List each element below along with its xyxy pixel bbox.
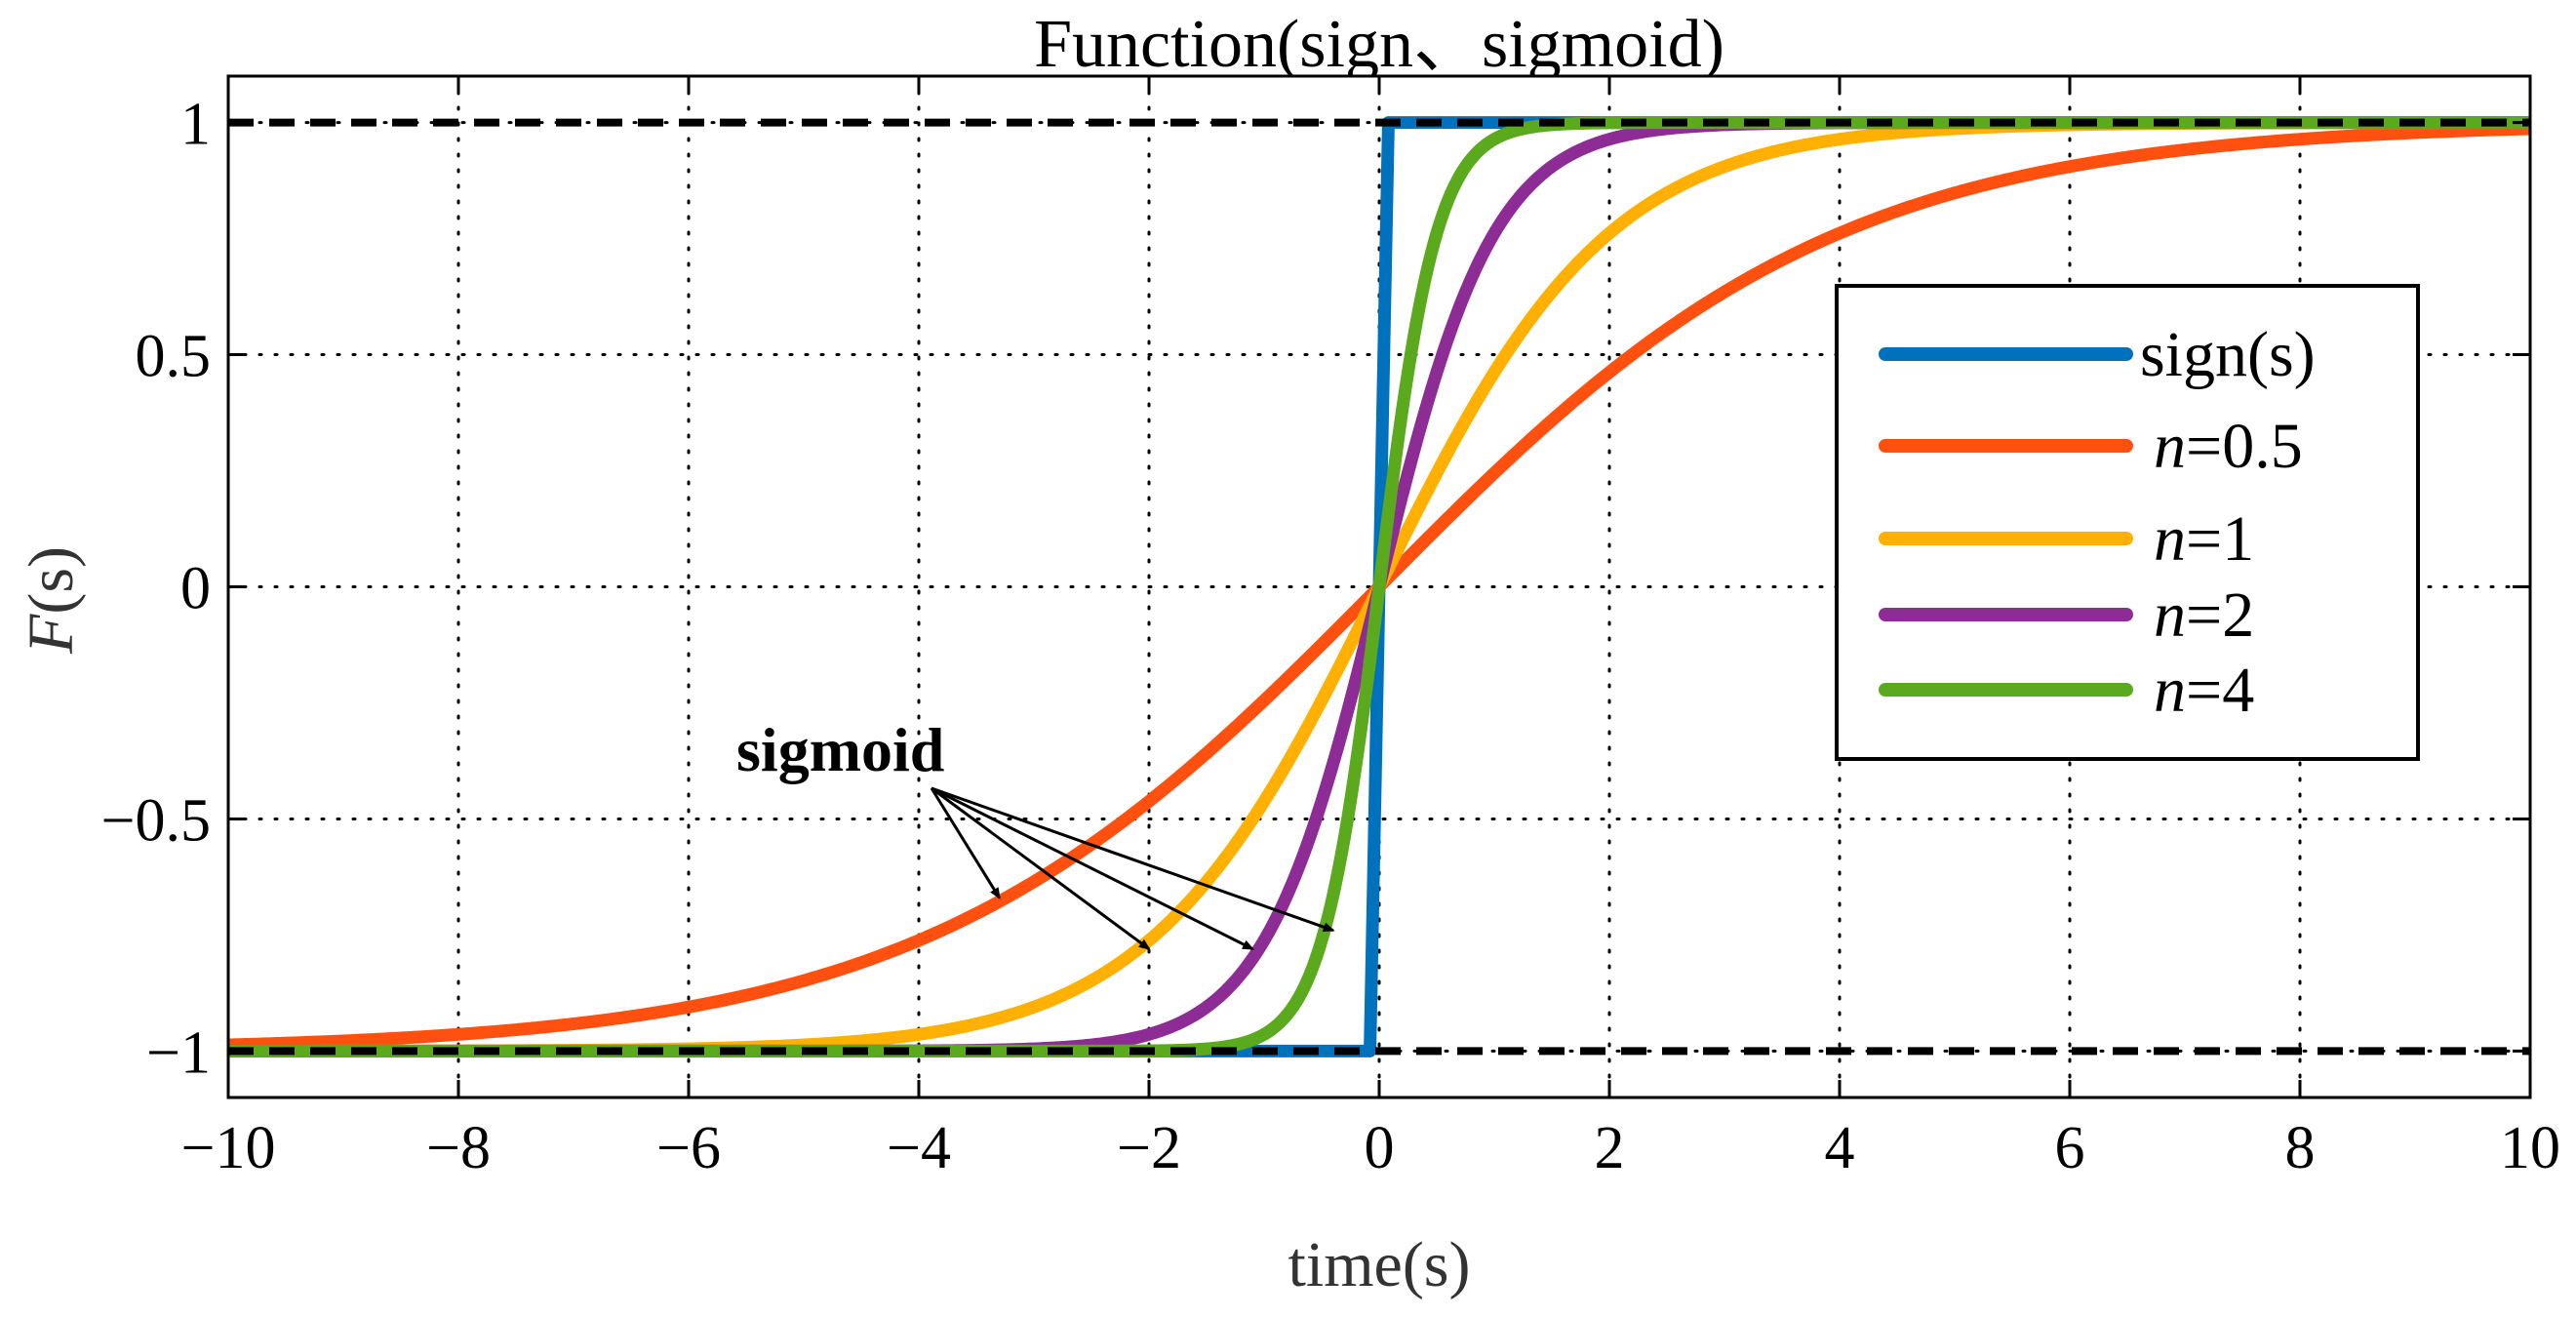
x-axis-label: time(s)	[1288, 1229, 1471, 1300]
legend-label: n=0.5	[2154, 411, 2303, 482]
legend-label: n=2	[2154, 579, 2254, 651]
x-tick-label: 2	[1595, 1115, 1625, 1181]
chart-title: Function(sign、sigmoid)	[1034, 7, 1724, 82]
x-tick-label: 10	[2500, 1115, 2560, 1181]
annotation-arrow	[931, 786, 1151, 950]
x-tick-label: 0	[1365, 1115, 1395, 1181]
reference-lines	[228, 118, 2530, 1056]
x-tick-label: −2	[1117, 1115, 1181, 1181]
annotation-arrow	[931, 786, 1335, 933]
y-axis-label: F(s)	[16, 546, 87, 655]
x-tick-label: 6	[2055, 1115, 2085, 1181]
x-tick-label: −10	[181, 1115, 276, 1181]
y-ticks: −1 −0.5 0 0.5 1	[101, 92, 2530, 1086]
annotation-text: sigmoid	[736, 715, 944, 784]
legend-box	[1835, 284, 2420, 761]
y-tick-label: −1	[146, 1019, 211, 1086]
x-tick-label: −4	[887, 1115, 951, 1181]
x-ticks: −10 −8 −6 −4 −2 0 2 4 6 8 10	[181, 76, 2560, 1181]
y-axis-label-rest: (s)	[16, 546, 87, 615]
y-tick-label: 0.5	[136, 324, 212, 390]
sigmoid-annotation: sigmoid	[736, 715, 1335, 951]
x-tick-label: −6	[656, 1115, 721, 1181]
annotation-arrow	[931, 786, 1254, 951]
y-axis-label-italic: F	[16, 614, 87, 655]
x-tick-label: 8	[2285, 1115, 2316, 1181]
legend-label: sign(s)	[2140, 319, 2316, 390]
y-tick-label: −0.5	[101, 787, 211, 854]
y-tick-label: 0	[180, 556, 211, 622]
legend-label: n=4	[2154, 655, 2254, 726]
legend-label: n=1	[2154, 503, 2254, 575]
y-tick-label: 1	[180, 92, 211, 158]
annotation-arrow	[930, 787, 1001, 900]
legend: sign(s) n=0.5 n=1n=2n=4	[1835, 284, 2420, 761]
x-tick-label: 4	[1825, 1115, 1855, 1181]
x-tick-label: −8	[426, 1115, 491, 1181]
